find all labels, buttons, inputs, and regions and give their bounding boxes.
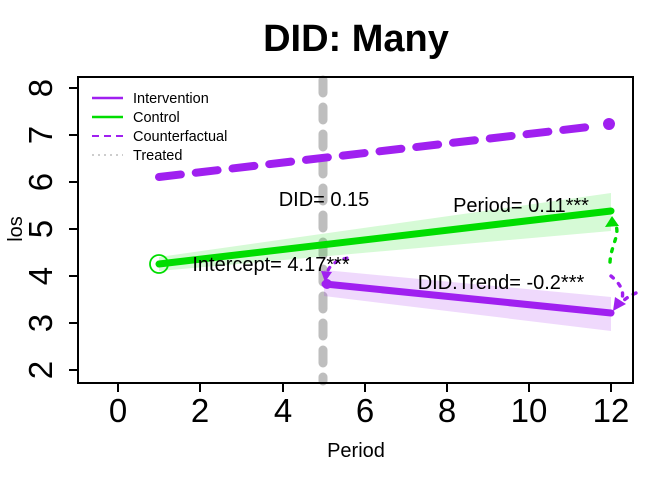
x-tick-label-0: 0 [109,392,127,429]
annotation-intercept: Intercept= 4.17*** [192,254,350,276]
y-axis-ticks [69,87,78,371]
y-axis-label: los [5,216,27,242]
x-tick-label-2: 2 [191,392,209,429]
x-axis-ticks [117,383,612,392]
intervention-effect-arrow-tail [620,291,638,304]
x-tick-label-10: 10 [511,392,548,429]
counterfactual-end-point [603,118,615,130]
y-tick-label-2: 2 [22,361,59,379]
intervention-line [321,280,615,317]
legend-label-control: Control [133,110,180,126]
control-effect-arrow [608,220,619,264]
legend-label-intervention: Intervention [133,91,209,107]
control-line [155,207,615,268]
treatment-start-arrow [325,256,349,276]
control-effect-arrowhead [605,216,619,227]
y-tick-label-7: 7 [22,126,59,144]
x-tick-label-4: 4 [274,392,292,429]
intervention-start-point [322,279,332,289]
x-axis-label: Period [327,440,385,462]
control-start-circle [149,254,169,274]
plot-title: DID: Many [263,18,449,60]
x-tick-label-12: 12 [593,392,630,429]
y-tick-label-3: 3 [22,314,59,332]
intervention-effect-arrowhead [613,297,626,311]
annotation-did-trend: DID.Trend= -0.2*** [418,272,585,294]
legend: Intervention Control Counterfactual Trea… [92,91,227,164]
counterfactual-line [155,122,601,181]
legend-label-treated: Treated [133,148,182,164]
intervention-effect-arrow [609,274,625,304]
x-tick-label-8: 8 [438,392,456,429]
annotation-did: DID= 0.15 [279,189,370,211]
x-tick-label-6: 6 [356,392,374,429]
y-tick-label-8: 8 [22,79,59,97]
y-tick-label-4: 4 [22,267,59,285]
y-tick-label-5: 5 [22,220,59,238]
annotation-period: Period= 0.11*** [453,195,589,217]
treatment-start-arrowhead [321,271,332,282]
legend-label-counterfactual: Counterfactual [133,129,227,145]
y-tick-label-6: 6 [22,173,59,191]
